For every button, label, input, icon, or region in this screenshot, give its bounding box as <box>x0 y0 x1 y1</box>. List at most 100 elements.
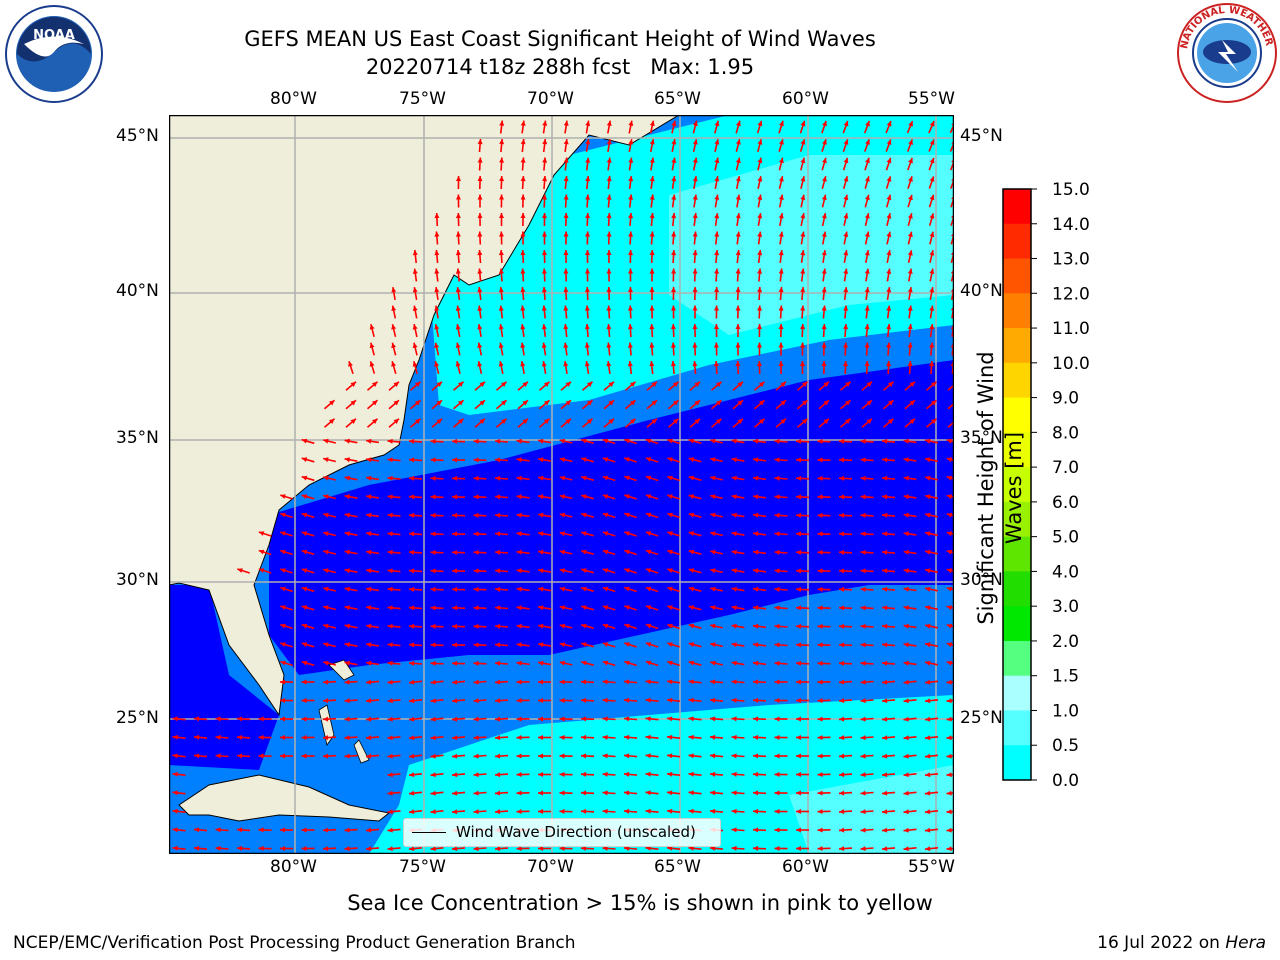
colorbar-cell <box>1003 501 1031 538</box>
wave-direction-arrowhead <box>581 734 587 740</box>
wave-direction-arrowhead <box>495 846 501 852</box>
wave-direction-arrowhead <box>606 231 612 237</box>
wave-direction-arrowhead <box>585 157 591 163</box>
wave-direction-arrowhead <box>753 642 759 648</box>
wave-direction-arrowhead <box>415 418 421 424</box>
wave-direction-arrowhead <box>860 623 866 629</box>
wave-direction-arrowhead <box>903 531 909 537</box>
wave-direction-arrowhead <box>584 324 590 330</box>
wave-direction-arrowhead <box>559 512 566 518</box>
wave-direction-arrowhead <box>581 549 587 555</box>
wave-direction-arrowhead <box>434 324 440 330</box>
wave-direction-arrowhead <box>563 120 569 126</box>
wave-direction-arrowhead <box>387 531 393 537</box>
wave-direction-arrowhead <box>542 213 547 219</box>
noaa-logo: NOAA <box>5 5 103 103</box>
wave-direction-arrowhead <box>946 827 952 833</box>
wave-direction-arrowhead <box>694 418 700 424</box>
wave-direction-arrowhead <box>822 157 827 164</box>
wave-direction-arrowhead <box>821 287 827 293</box>
wave-direction-arrowhead <box>860 531 866 537</box>
wave-direction-arrowhead <box>817 531 823 537</box>
wave-direction-arrowhead <box>774 549 780 555</box>
wave-direction-arrowhead <box>670 342 676 348</box>
wave-direction-arrowhead <box>688 790 694 796</box>
wave-direction-arrowhead <box>839 549 845 555</box>
wave-direction-arrowhead <box>559 605 566 611</box>
wave-direction-arrowhead <box>802 418 808 424</box>
wave-direction-arrowhead <box>477 213 483 219</box>
wave-direction-arrowhead <box>774 494 780 500</box>
wave-direction-arrowhead <box>194 845 200 851</box>
wave-direction-arrowhead <box>393 400 399 406</box>
wave-direction-arrowhead <box>452 457 458 463</box>
wave-direction-arrowhead <box>366 827 372 833</box>
wave-direction-arrowhead <box>434 213 440 219</box>
lon-label: 80°W <box>270 89 317 109</box>
wave-direction-arrowhead <box>731 827 737 833</box>
wave-direction-arrowhead <box>753 494 759 500</box>
wave-direction-arrowhead <box>800 139 806 145</box>
wave-direction-arrowhead <box>387 716 393 722</box>
wave-direction-arrowhead <box>817 698 823 703</box>
wave-direction-arrowhead <box>731 586 737 592</box>
wave-direction-arrowhead <box>903 827 909 833</box>
wave-direction-arrowhead <box>860 716 866 722</box>
wave-direction-arrowhead <box>280 605 286 610</box>
wave-direction-arrowhead <box>499 139 505 145</box>
wave-direction-arrowhead <box>667 494 673 499</box>
wave-direction-arrowhead <box>735 361 741 367</box>
wave-direction-arrowhead <box>563 342 569 348</box>
colorbar-tick-label: 0.5 <box>1052 736 1079 756</box>
wave-direction-arrowhead <box>753 697 759 703</box>
wave-direction-arrowhead <box>436 400 442 406</box>
wave-direction-arrowhead <box>602 512 609 518</box>
wave-direction-arrowhead <box>667 790 673 796</box>
wave-direction-arrowhead <box>624 494 630 499</box>
wave-direction-arrowhead <box>692 324 698 330</box>
lon-label: 75°W <box>399 857 446 877</box>
wave-direction-arrowhead <box>796 512 802 518</box>
wave-direction-arrowhead <box>541 287 547 293</box>
wave-direction-arrowhead <box>495 790 501 796</box>
wave-direction-arrowhead <box>946 531 953 537</box>
wave-direction-arrowhead <box>559 735 565 740</box>
wave-direction-arrowhead <box>649 324 655 330</box>
wave-direction-arrowhead <box>645 438 652 444</box>
wave-direction-arrowhead <box>520 324 526 330</box>
wave-direction-arrowhead <box>714 305 719 311</box>
wave-direction-arrowhead <box>843 213 849 219</box>
footer-date: 16 Jul 2022 on Hera <box>1097 933 1266 953</box>
wave-direction-arrowhead <box>710 623 716 629</box>
wave-direction-arrowhead <box>714 194 720 200</box>
wave-direction-arrowhead <box>882 827 888 833</box>
wave-direction-arrowhead <box>759 400 765 406</box>
wave-direction-arrowhead <box>673 418 679 424</box>
wave-direction-arrowhead <box>757 361 762 367</box>
wave-direction-arrowhead <box>455 342 461 348</box>
wave-direction-arrowhead <box>886 250 892 256</box>
wave-direction-arrowhead <box>731 438 737 444</box>
wave-direction-arrowhead <box>258 568 265 573</box>
wave-direction-arrowhead <box>520 231 526 237</box>
wave-direction-arrowhead <box>409 772 415 778</box>
wave-direction-arrowhead <box>778 231 784 237</box>
wave-direction-arrowhead <box>667 697 673 703</box>
wave-direction-arrowhead <box>559 623 566 629</box>
wave-direction-arrowhead <box>882 457 888 463</box>
wave-direction-arrowhead <box>581 568 587 573</box>
wave-direction-arrowhead <box>215 845 221 851</box>
wave-direction-arrowhead <box>925 809 931 815</box>
wave-direction-arrowhead <box>864 250 870 256</box>
wave-direction-arrowhead <box>839 457 845 463</box>
wave-direction-arrowhead <box>194 716 200 722</box>
wave-direction-arrowhead <box>452 586 458 592</box>
wave-direction-arrowhead <box>925 753 931 759</box>
wave-direction-arrowhead <box>774 660 780 666</box>
wave-direction-arrowhead <box>323 735 329 741</box>
wave-direction-arrowhead <box>688 512 695 518</box>
wave-direction-arrowhead <box>499 120 505 126</box>
wave-direction-arrowhead <box>606 176 612 182</box>
colorbar-title: Significant Height of Wind Waves [m] <box>972 338 1028 638</box>
wave-direction-arrowhead <box>946 586 953 592</box>
